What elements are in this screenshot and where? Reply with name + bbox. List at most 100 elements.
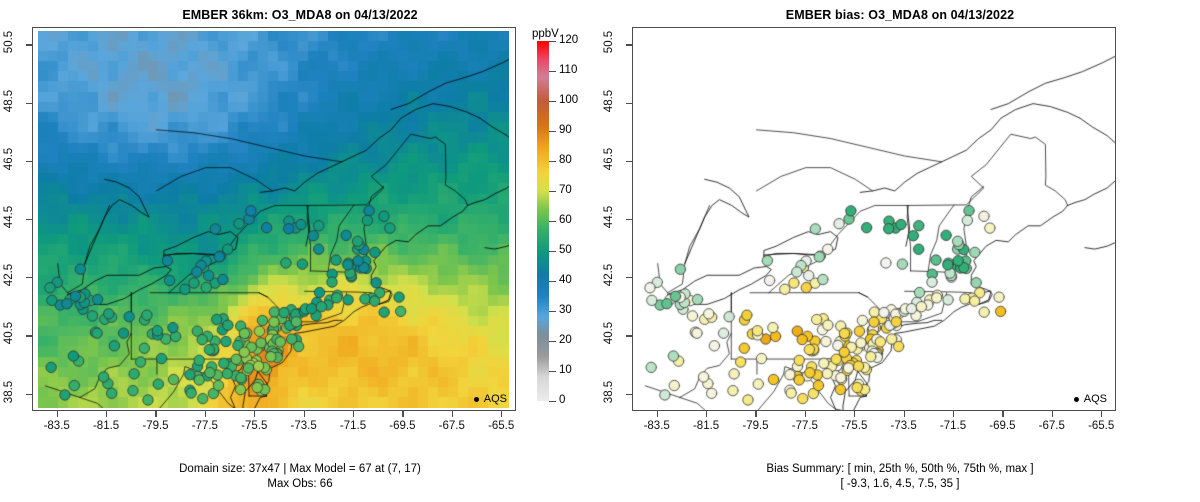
colorbar-tick-mark xyxy=(549,401,556,403)
colorbar-tick-label: 100 xyxy=(559,94,579,106)
y-axis-tick-label: 40.5 xyxy=(3,322,15,345)
x-axis-tick xyxy=(656,411,658,417)
x-axis-tick-label: -81.5 xyxy=(92,420,120,432)
colorbar-tick-mark xyxy=(549,251,556,253)
colorbar-tick-mark xyxy=(549,131,556,133)
y-axis-tick xyxy=(626,335,632,337)
x-axis-tick xyxy=(1051,411,1053,417)
x-axis-tick xyxy=(1002,411,1004,417)
plot-area-bias: AQS xyxy=(632,27,1116,411)
x-axis-tick-label: -69.5 xyxy=(389,420,416,432)
x-axis-tick xyxy=(254,411,256,417)
colorbar-tick-mark xyxy=(549,41,556,43)
x-axis-tick-label: -65.5 xyxy=(488,420,515,432)
aqs-marker-icon xyxy=(473,396,479,402)
y-axis-tick-label: 50.5 xyxy=(603,31,615,54)
aqs-marker-icon xyxy=(1073,396,1079,402)
caption-bias-line1: Bias Summary: [ min, 25th %, 50th %, 75t… xyxy=(766,463,1034,475)
x-axis-tick-label: -69.5 xyxy=(989,420,1016,432)
y-axis-tick-label: 44.5 xyxy=(3,205,15,229)
x-axis-tick-label: -71.5 xyxy=(939,420,967,432)
colorbar-tick-label: 40 xyxy=(559,274,572,286)
y-axis-tick xyxy=(26,393,32,395)
aqs-legend-label: AQS xyxy=(1083,393,1107,405)
y-axis-tick-label: 40.5 xyxy=(603,322,615,345)
panel-model: EMBER 36km: O3_MDA8 on 04/13/2022 AQS -8… xyxy=(3,8,579,490)
panel-model-title: EMBER 36km: O3_MDA8 on 04/13/2022 xyxy=(182,8,418,22)
colorbar-tick-mark xyxy=(549,311,556,313)
x-axis-tick xyxy=(303,411,305,417)
colorbar-tick-label: 50 xyxy=(559,244,572,256)
colorbar-tick-label: 80 xyxy=(559,154,572,166)
y-axis-tick xyxy=(626,102,632,104)
colorbar-tick-label: 0 xyxy=(559,394,566,406)
x-axis-tick-label: -77.5 xyxy=(791,420,818,432)
y-axis-tick-label: 42.5 xyxy=(3,263,15,287)
x-axis-tick-label: -73.5 xyxy=(290,420,317,432)
panel-bias: EMBER bias: O3_MDA8 on 04/13/2022 AQS -8… xyxy=(600,0,1200,502)
caption-model-line1: Domain size: 37x47 | Max Model = 67 at (… xyxy=(179,463,421,475)
x-axis-tick-label: -81.5 xyxy=(692,420,720,432)
y-axis-tick-label: 42.5 xyxy=(603,263,615,287)
x-axis-tick xyxy=(155,411,157,417)
y-axis-tick xyxy=(626,44,632,46)
colorbar-tick-label: 30 xyxy=(559,304,572,316)
x-axis-tick-label: -67.5 xyxy=(1038,420,1065,432)
bias-map xyxy=(633,28,1115,410)
colorbar-model xyxy=(537,41,549,401)
y-axis-tick xyxy=(26,102,32,104)
y-axis-tick-label: 48.5 xyxy=(3,89,15,112)
y-axis-tick xyxy=(26,219,32,221)
x-axis-tick-label: -83.5 xyxy=(643,420,670,432)
x-axis-tick xyxy=(706,411,708,417)
caption-model-line2: Max Obs: 66 xyxy=(267,478,333,490)
y-axis-tick xyxy=(626,277,632,279)
x-axis-tick xyxy=(953,411,955,417)
y-axis-tick xyxy=(626,219,632,221)
y-axis-tick-label: 38.5 xyxy=(603,380,615,403)
x-axis-tick xyxy=(501,411,503,417)
colorbar-tick-mark xyxy=(549,221,556,223)
colorbar-tick-label: 110 xyxy=(559,64,578,76)
y-axis-tick xyxy=(626,160,632,162)
aqs-legend-label: AQS xyxy=(483,393,507,405)
colorbar-tick-mark xyxy=(549,371,556,373)
x-axis-tick xyxy=(106,411,108,417)
aqs-legend-model: AQS xyxy=(473,393,507,405)
x-axis-tick-label: -79.5 xyxy=(742,420,769,432)
x-axis-tick xyxy=(204,411,207,417)
x-axis-tick-label: -79.5 xyxy=(142,420,169,432)
colorbar-tick-mark xyxy=(549,341,556,343)
colorbar-tick-mark xyxy=(549,71,556,73)
colorbar-tick-label: 90 xyxy=(559,124,572,136)
y-axis-tick-label: 48.5 xyxy=(603,89,615,112)
y-axis-tick xyxy=(26,44,32,46)
x-axis-tick-label: -75.5 xyxy=(841,420,868,432)
x-axis-tick xyxy=(854,411,856,417)
colorbar-tick-label: 70 xyxy=(559,184,572,196)
y-axis-tick-label: 44.5 xyxy=(603,205,615,229)
y-axis-tick xyxy=(626,393,632,395)
x-axis-tick xyxy=(755,411,757,417)
colorbar-tick-mark xyxy=(549,101,556,103)
x-axis-tick xyxy=(1101,411,1103,417)
x-axis-tick xyxy=(402,411,404,417)
x-axis-tick-label: -77.5 xyxy=(191,420,218,432)
y-axis-tick xyxy=(26,160,32,162)
colorbar-tick-label: 60 xyxy=(559,214,572,226)
panel-bias-title: EMBER bias: O3_MDA8 on 04/13/2022 xyxy=(785,8,1015,22)
x-axis-tick xyxy=(56,411,58,417)
plot-area-model: AQS xyxy=(32,27,516,411)
x-axis-tick-label: -67.5 xyxy=(438,420,465,432)
model-raster xyxy=(38,31,509,408)
x-axis-tick xyxy=(353,411,355,417)
x-axis-tick xyxy=(903,411,905,417)
x-axis-tick-label: -71.5 xyxy=(339,420,367,432)
y-axis-tick-label: 38.5 xyxy=(3,380,15,403)
aqs-legend-bias: AQS xyxy=(1073,393,1107,405)
x-axis-tick-label: -73.5 xyxy=(890,420,917,432)
colorbar-tick-mark xyxy=(549,281,556,283)
colorbar-tick-label: 20 xyxy=(559,334,572,346)
x-axis-tick-label: -83.5 xyxy=(43,420,70,432)
